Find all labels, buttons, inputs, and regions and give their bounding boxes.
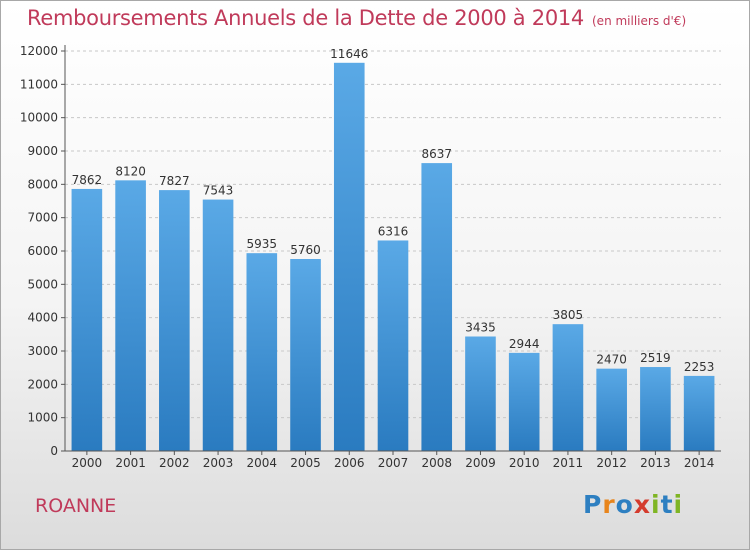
logo-letter: i [673, 490, 684, 519]
data-label-2008: 8637 [421, 147, 452, 161]
x-tick-label: 2007 [378, 456, 409, 470]
y-axis: 0 1000 2000 3000 4000 5000 6000 7000 8000 9000 100… [20, 44, 66, 458]
y-tick-label: 2000 [27, 377, 58, 391]
x-tick-label: 2010 [509, 456, 540, 470]
x-axis: 2000 2001 2002 2003 2004 2005 2006 2007 2008 2009… [65, 450, 721, 470]
proxiti-logo: Proxiti [583, 490, 683, 519]
y-tick-label: 8000 [27, 177, 58, 191]
y-tick-label: 4000 [27, 311, 58, 325]
x-tick-label: 2006 [334, 456, 365, 470]
bar-2003 [202, 199, 234, 451]
data-label-2010: 2944 [509, 337, 540, 351]
data-label-2003: 7543 [203, 184, 234, 198]
y-tick-label: 3000 [27, 344, 58, 358]
y-tick-label: 7000 [27, 211, 58, 225]
x-tick-label: 2012 [596, 456, 627, 470]
bars: 7862 8120 7827 7543 5935 5760 11646 6316 8637 343… [71, 47, 715, 452]
bar-2004 [246, 253, 278, 451]
x-tick-label: 2003 [203, 456, 234, 470]
data-label-2005: 5760 [290, 243, 321, 257]
bar-2011 [552, 324, 584, 451]
chart-title-text: Remboursements Annuels de la Dette de 20… [27, 6, 584, 30]
bar-2006 [333, 62, 365, 452]
bar-2012 [596, 368, 627, 451]
logo-letter: x [633, 490, 651, 519]
y-tick-label: 6000 [27, 244, 58, 258]
data-label-2000: 7862 [72, 173, 103, 187]
x-tick-label: 2000 [72, 456, 103, 470]
logo-letter: P [583, 490, 603, 519]
x-tick-label: 2009 [465, 456, 496, 470]
bar-2001 [115, 180, 146, 452]
bar-2007 [377, 240, 409, 451]
bar-2013 [640, 367, 671, 451]
y-tick-label: 9000 [27, 144, 58, 158]
bar-2010 [508, 352, 540, 451]
data-label-2014: 2253 [684, 360, 715, 374]
y-tick-label: 0 [50, 444, 58, 458]
logo-letter: r [602, 490, 616, 519]
x-tick-label: 2014 [684, 456, 715, 470]
data-label-2012: 2470 [596, 353, 627, 367]
logo-letter: i [651, 490, 661, 519]
bar-2009 [465, 336, 496, 451]
x-tick-label: 2008 [421, 456, 452, 470]
y-tick-label: 12000 [20, 44, 58, 58]
x-tick-label: 2002 [159, 456, 190, 470]
data-label-2007: 6316 [378, 224, 409, 238]
y-tick-label: 5000 [27, 277, 58, 291]
logo-letter: t [660, 490, 674, 519]
chart-title: Remboursements Annuels de la Dette de 20… [27, 6, 686, 30]
data-label-2013: 2519 [640, 351, 671, 365]
data-label-2004: 5935 [247, 237, 278, 251]
x-tick-label: 2013 [640, 456, 671, 470]
logo-letter: o [615, 490, 634, 519]
y-tick-label: 1000 [27, 411, 58, 425]
bar-2008 [421, 163, 453, 451]
x-tick-label: 2001 [115, 456, 146, 470]
x-tick-label: 2011 [553, 456, 584, 470]
x-tick-label: 2005 [290, 456, 321, 470]
x-tick-label: 2004 [247, 456, 278, 470]
y-tick-label: 10000 [20, 111, 58, 125]
bar-2005 [290, 259, 321, 451]
bar-2014 [683, 375, 715, 451]
bar-2000 [71, 188, 103, 451]
chart-subtitle: (en milliers d'€) [592, 14, 687, 28]
bar-2002 [159, 190, 190, 451]
data-label-2002: 7827 [159, 174, 190, 188]
y-tick-label: 11000 [20, 77, 58, 91]
data-label-2009: 3435 [465, 321, 496, 335]
data-label-2001: 8120 [115, 164, 146, 178]
city-name: ROANNE [35, 495, 117, 517]
data-label-2011: 3805 [553, 308, 584, 322]
data-label-2006: 11646 [330, 47, 368, 61]
